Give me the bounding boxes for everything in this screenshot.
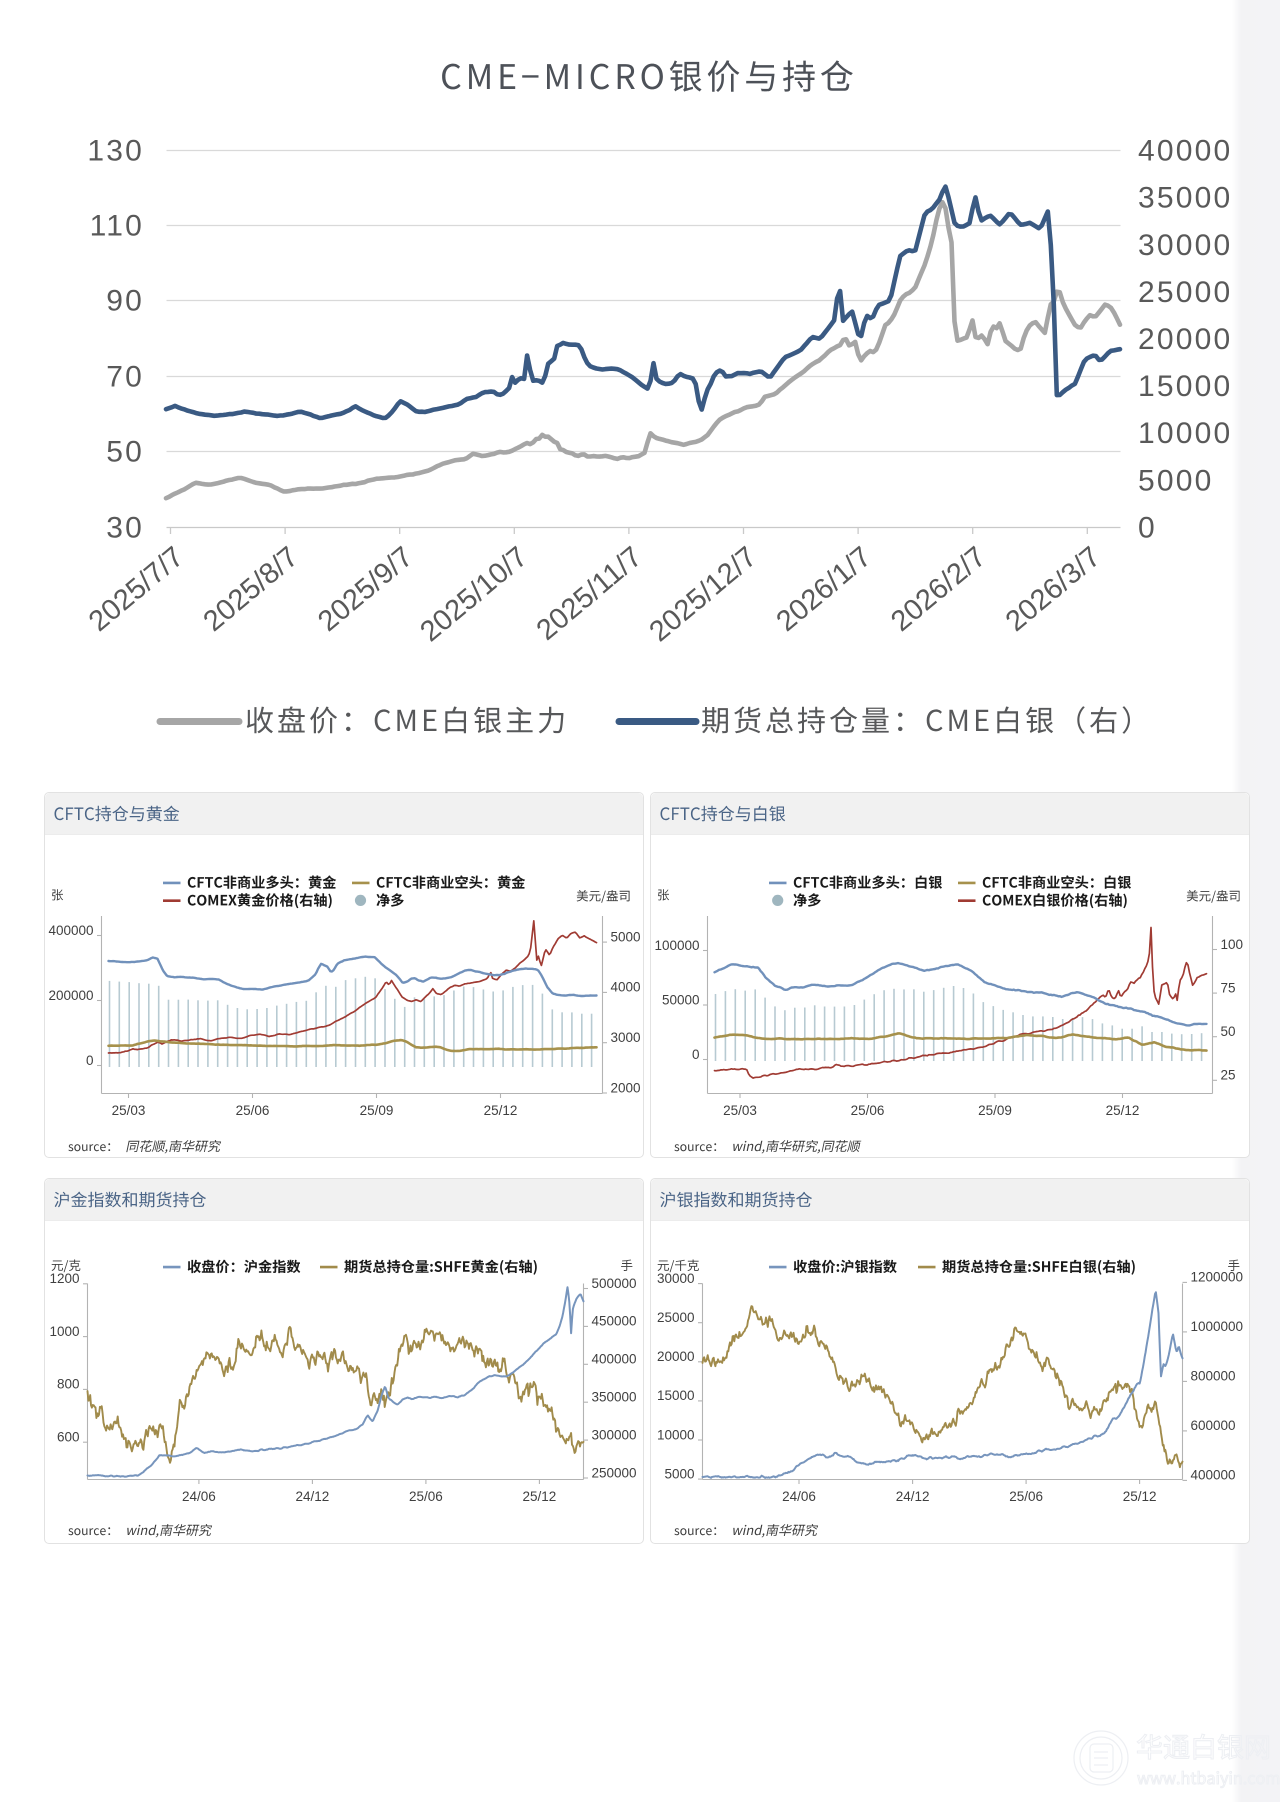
svg-text:20000: 20000 <box>657 1349 695 1364</box>
svg-text:100000: 100000 <box>654 938 699 953</box>
svg-text:5000: 5000 <box>1138 464 1214 497</box>
svg-text:25000: 25000 <box>1138 276 1232 309</box>
svg-text:200000: 200000 <box>48 988 93 1003</box>
svg-text:10000: 10000 <box>1138 417 1232 450</box>
svg-text:70: 70 <box>106 361 144 394</box>
svg-text:25/03: 25/03 <box>723 1103 757 1118</box>
svg-text:0: 0 <box>692 1047 700 1062</box>
svg-text:30000: 30000 <box>1138 229 1232 262</box>
svg-text:110: 110 <box>90 210 144 243</box>
svg-text:2025/12/7: 2025/12/7 <box>644 541 763 648</box>
svg-text:75: 75 <box>1221 980 1236 995</box>
svg-text:25000: 25000 <box>657 1310 695 1325</box>
svg-text:25/03: 25/03 <box>112 1103 146 1118</box>
svg-text:2025/8/7: 2025/8/7 <box>198 541 305 638</box>
svg-text:250000: 250000 <box>592 1465 637 1480</box>
svg-text:20000: 20000 <box>1138 323 1232 356</box>
svg-text:24/12: 24/12 <box>896 1489 930 1504</box>
svg-text:10000: 10000 <box>657 1427 695 1442</box>
svg-text:25/09: 25/09 <box>978 1103 1012 1118</box>
svg-text:35000: 35000 <box>1138 182 1232 215</box>
svg-text:5000: 5000 <box>611 929 641 944</box>
svg-text:50: 50 <box>106 436 144 469</box>
svg-text:2025/10/7: 2025/10/7 <box>414 541 533 648</box>
svg-text:600000: 600000 <box>1191 1418 1236 1433</box>
svg-text:500000: 500000 <box>592 1276 637 1291</box>
svg-text:130: 130 <box>87 135 144 168</box>
svg-text:25: 25 <box>1221 1068 1236 1083</box>
svg-text:2026/2/7: 2026/2/7 <box>885 541 992 638</box>
svg-text:50: 50 <box>1221 1024 1236 1039</box>
svg-text:1200: 1200 <box>49 1271 79 1286</box>
svg-text:25/06: 25/06 <box>1009 1489 1043 1504</box>
svg-text:1200000: 1200000 <box>1191 1270 1244 1285</box>
svg-text:800: 800 <box>57 1377 80 1392</box>
svg-text:25/06: 25/06 <box>409 1489 443 1504</box>
svg-text:24/12: 24/12 <box>296 1489 330 1504</box>
svg-text:25/06: 25/06 <box>851 1103 885 1118</box>
svg-text:1000000: 1000000 <box>1191 1319 1244 1334</box>
svg-text:0: 0 <box>1138 512 1157 545</box>
svg-text:2000: 2000 <box>611 1080 641 1095</box>
svg-text:50000: 50000 <box>662 992 700 1007</box>
svg-text:800000: 800000 <box>1191 1369 1236 1384</box>
svg-text:450000: 450000 <box>592 1314 637 1329</box>
svg-text:2026/3/7: 2026/3/7 <box>1000 541 1107 638</box>
svg-text:30000: 30000 <box>657 1271 695 1286</box>
svg-text:3000: 3000 <box>611 1030 641 1045</box>
svg-text:600: 600 <box>57 1430 80 1445</box>
svg-text:350000: 350000 <box>592 1390 637 1405</box>
svg-text:400000: 400000 <box>592 1352 637 1367</box>
svg-text:300000: 300000 <box>592 1427 637 1442</box>
svg-text:4000: 4000 <box>611 980 641 995</box>
svg-text:400000: 400000 <box>1191 1468 1236 1483</box>
svg-text:2025/9/7: 2025/9/7 <box>312 541 419 638</box>
svg-text:5000: 5000 <box>664 1466 694 1481</box>
svg-text:24/06: 24/06 <box>182 1489 216 1504</box>
svg-text:25/09: 25/09 <box>360 1103 394 1118</box>
svg-text:24/06: 24/06 <box>782 1489 816 1504</box>
svg-text:15000: 15000 <box>657 1388 695 1403</box>
svg-text:15000: 15000 <box>1138 370 1232 403</box>
svg-text:2025/11/7: 2025/11/7 <box>531 541 649 647</box>
svg-text:30: 30 <box>106 512 144 545</box>
svg-text:25/12: 25/12 <box>1106 1103 1140 1118</box>
svg-text:90: 90 <box>106 285 144 318</box>
svg-text:0: 0 <box>86 1053 94 1068</box>
svg-text:25/06: 25/06 <box>236 1103 270 1118</box>
svg-text:25/12: 25/12 <box>1123 1489 1157 1504</box>
svg-text:25/12: 25/12 <box>484 1103 518 1118</box>
svg-text:40000: 40000 <box>1138 135 1232 168</box>
svg-text:1000: 1000 <box>49 1324 79 1339</box>
svg-text:25/12: 25/12 <box>523 1489 557 1504</box>
svg-text:100: 100 <box>1221 937 1244 952</box>
svg-text:2026/1/7: 2026/1/7 <box>771 541 878 638</box>
svg-text:2025/7/7: 2025/7/7 <box>83 541 190 638</box>
svg-text:400000: 400000 <box>48 923 93 938</box>
